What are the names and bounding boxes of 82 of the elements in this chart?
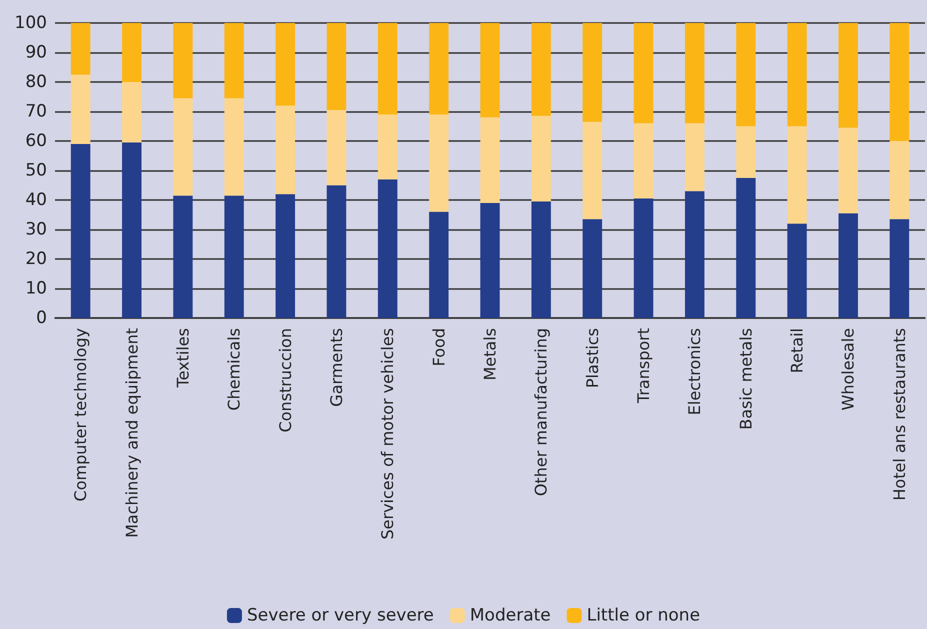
bar xyxy=(276,194,296,318)
bar xyxy=(122,23,142,82)
bar xyxy=(224,98,244,196)
bar xyxy=(70,23,90,75)
bar xyxy=(582,219,602,318)
x-tick-label: Machinery and equipment xyxy=(122,328,142,538)
bar xyxy=(173,98,193,196)
y-tick-label: 80 xyxy=(25,72,47,92)
bar xyxy=(787,23,807,126)
x-tick-label: Food xyxy=(429,328,448,366)
bar xyxy=(429,114,449,212)
bar xyxy=(736,23,756,126)
bar xyxy=(582,23,602,122)
bar xyxy=(326,23,346,110)
x-tick-label: Metals xyxy=(480,328,500,381)
bar xyxy=(70,144,90,318)
bar xyxy=(838,128,858,214)
y-tick-label: 40 xyxy=(25,190,47,210)
x-tick-label: Hotel ans restaurants xyxy=(890,328,909,501)
bar xyxy=(480,23,500,118)
bar xyxy=(378,179,398,318)
bar xyxy=(634,198,654,318)
x-tick-label: Plastics xyxy=(582,328,602,388)
x-tick-label: Chemicals xyxy=(224,328,244,411)
bar xyxy=(890,219,910,318)
bar xyxy=(531,23,551,116)
bar xyxy=(684,191,704,318)
legend-label: Severe or very severe xyxy=(246,606,434,626)
bar xyxy=(378,114,398,180)
bar xyxy=(224,196,244,318)
bar xyxy=(480,202,500,318)
bar xyxy=(684,123,704,192)
bar xyxy=(736,178,756,318)
y-tick-label: 30 xyxy=(25,220,47,240)
bar xyxy=(276,106,296,194)
bar xyxy=(122,142,142,318)
bar xyxy=(787,224,807,318)
bar xyxy=(173,23,193,98)
y-tick-label: 100 xyxy=(14,13,47,33)
bar xyxy=(890,23,910,141)
bar xyxy=(326,110,346,186)
x-tick-label: Transport xyxy=(634,328,654,404)
x-tick-label: Wholesale xyxy=(838,328,858,410)
x-tick-label: Computer technology xyxy=(71,328,90,502)
x-tick-label: Electronics xyxy=(685,328,704,416)
y-tick-label: 0 xyxy=(36,308,47,328)
legend-label: Moderate xyxy=(470,606,551,626)
bar xyxy=(634,23,654,124)
x-tick-label: Textiles xyxy=(173,328,192,388)
bar xyxy=(70,74,90,144)
bar xyxy=(122,82,142,142)
y-tick-label: 90 xyxy=(25,42,47,62)
y-tick-label: 50 xyxy=(25,160,47,180)
bar xyxy=(378,23,398,114)
y-tick-label: 20 xyxy=(25,249,47,269)
bar xyxy=(684,23,704,124)
bar xyxy=(224,23,244,98)
x-tick-label: Services of motor vehicles xyxy=(378,328,398,540)
bar xyxy=(838,213,858,318)
y-tick-label: 10 xyxy=(25,278,47,298)
legend-label: Little or none xyxy=(586,606,700,626)
y-tick-label: 70 xyxy=(25,102,47,122)
x-tick-label: Other manufacturing xyxy=(532,328,551,496)
bar xyxy=(582,122,602,220)
bar xyxy=(429,23,449,114)
bar xyxy=(276,23,296,106)
bar xyxy=(173,196,193,318)
bar xyxy=(787,126,807,224)
x-tick-label: Construccion xyxy=(276,328,295,432)
bar xyxy=(890,141,910,220)
bar xyxy=(838,23,858,128)
x-tick-label: Garments xyxy=(326,328,346,407)
x-tick-label: Retail xyxy=(788,328,807,374)
x-tick-label: Basic metals xyxy=(736,328,756,430)
bar xyxy=(634,123,654,199)
bar xyxy=(326,185,346,318)
bar xyxy=(480,117,500,203)
bar xyxy=(429,212,449,318)
bar xyxy=(531,201,551,318)
y-tick-label: 60 xyxy=(25,131,47,151)
bar xyxy=(736,126,756,178)
bar xyxy=(531,116,551,202)
